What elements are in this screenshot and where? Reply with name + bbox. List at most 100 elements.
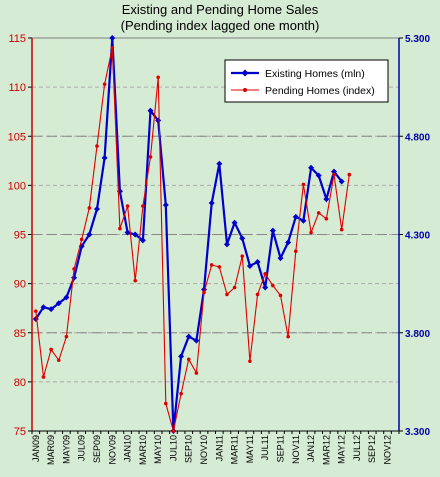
existing-homes-point (315, 172, 322, 179)
existing-homes-point (277, 255, 284, 262)
pending-homes-point (263, 272, 267, 276)
pending-homes-point (34, 309, 38, 313)
left-axis-tick-label: 75 (14, 426, 26, 438)
x-axis-tick-label: MAR09 (46, 435, 56, 465)
existing-homes-point (48, 306, 55, 313)
x-axis-tick-label: SEP11 (275, 435, 285, 462)
left-axis-tick-label: 100 (8, 180, 26, 192)
pending-homes-point (171, 429, 176, 433)
existing-homes-point (246, 262, 253, 269)
x-axis-tick-label: MAY11 (245, 435, 255, 463)
existing-homes-point (55, 300, 62, 307)
left-axis-tick-label: 90 (14, 279, 26, 291)
existing-homes-point (178, 353, 185, 360)
existing-homes-point (300, 217, 307, 224)
pending-homes-point (286, 334, 290, 339)
existing-homes-point (147, 107, 154, 114)
pending-homes-point (240, 254, 245, 258)
pending-homes-point (339, 227, 344, 232)
pending-homes-point (278, 293, 283, 298)
pending-homes-point (118, 226, 122, 231)
legend-label: Pending Homes (index) (265, 85, 375, 97)
pending-homes-point (332, 172, 336, 177)
right-axis-tick-label: 5.300 (405, 34, 430, 45)
existing-homes-point (216, 160, 223, 167)
pending-homes-point (316, 211, 321, 215)
pending-homes-point (301, 182, 306, 187)
x-axis-tick-label: JAN09 (31, 435, 41, 462)
x-axis-tick-label: MAR12 (321, 435, 331, 465)
existing-homes-point (132, 231, 139, 238)
existing-homes-point (223, 241, 230, 248)
pending-homes-point (293, 249, 298, 254)
existing-homes-point (101, 154, 108, 161)
x-axis-tick-label: JUL10 (168, 435, 178, 461)
x-axis-tick-label: JAN12 (306, 435, 316, 462)
pending-homes-point (202, 290, 206, 295)
legend-swatch-marker (243, 88, 247, 92)
legend-box (224, 59, 389, 103)
existing-homes-point (208, 200, 215, 207)
x-axis-tick-label: MAR10 (138, 435, 148, 465)
pending-homes-point (225, 292, 229, 297)
left-axis-tick-label: 105 (8, 131, 26, 143)
pending-homes-point (347, 172, 352, 177)
pending-homes-point (72, 267, 76, 271)
chart-subtitle: (Pending index lagged one month) (120, 18, 320, 33)
pending-homes-point (179, 391, 183, 396)
pending-homes-point (56, 358, 61, 363)
pending-homes-point (125, 204, 130, 208)
x-axis-tick-label: JUL11 (260, 435, 270, 460)
pending-homes-point (110, 46, 115, 50)
x-axis-tick-label: MAY10 (153, 435, 163, 464)
x-axis-tick-label: JUL09 (77, 435, 87, 461)
x-axis-tick-label: NOV10 (199, 435, 209, 465)
pending-homes-point (49, 347, 53, 352)
x-axis-tick-label: NOV12 (383, 435, 393, 465)
legend-swatch-marker (241, 69, 249, 77)
x-axis-tick-label: JAN10 (123, 435, 133, 462)
x-axis-tick-label: MAR11 (230, 435, 240, 464)
pending-homes-point (41, 375, 46, 379)
pending-homes-point (102, 82, 107, 86)
pending-homes-point (186, 357, 191, 362)
pending-homes-point (309, 230, 313, 235)
x-axis-tick-label: MAY09 (61, 435, 71, 464)
right-axis-tick-label: 3.800 (405, 329, 430, 340)
pending-homes-point (217, 265, 222, 269)
pending-homes-point (141, 204, 145, 208)
pending-homes-point (79, 237, 84, 242)
existing-homes-point (93, 205, 100, 212)
existing-homes-point (231, 219, 238, 226)
pending-homes-point (255, 292, 260, 297)
x-axis-tick-label: SEP09 (92, 435, 102, 463)
existing-homes-point (308, 164, 315, 171)
right-axis-tick-label: 3.300 (405, 427, 430, 438)
left-axis-tick-label: 85 (14, 328, 26, 340)
pending-homes-point (164, 401, 168, 406)
pending-homes-point (133, 278, 138, 283)
x-axis-tick-label: NOV09 (107, 435, 117, 465)
left-axis-tick-label: 110 (8, 82, 26, 94)
pending-homes-point (209, 263, 214, 267)
existing-homes-point (254, 259, 261, 266)
x-axis-tick-label: SEP12 (367, 435, 377, 463)
pending-homes-point (194, 371, 199, 375)
pending-homes-point (64, 334, 69, 339)
left-axis-tick-label: 80 (14, 377, 26, 389)
pending-homes-point (248, 359, 252, 364)
x-axis-tick-label: NOV11 (291, 435, 301, 464)
existing-homes-point (124, 229, 131, 236)
x-axis-tick-label: JUL12 (352, 435, 362, 461)
pending-homes-point (156, 75, 160, 80)
x-axis-tick-label: SEP10 (184, 435, 194, 463)
existing-homes-point (162, 202, 169, 209)
pending-homes-point (324, 216, 329, 221)
x-axis-tick-label: JAN11 (214, 435, 224, 461)
existing-homes-point (292, 213, 299, 220)
existing-homes-point (331, 168, 338, 175)
existing-homes-point (269, 227, 276, 234)
pending-homes-point (95, 144, 99, 148)
